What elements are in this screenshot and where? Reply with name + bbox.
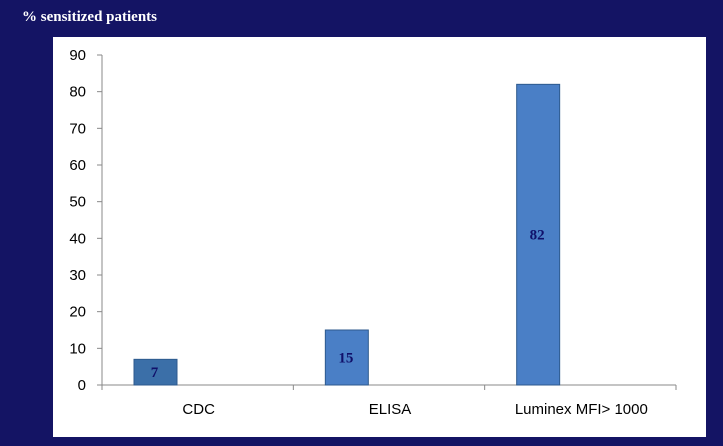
data-label: 82 [530, 228, 545, 244]
y-tick-label: 70 [69, 120, 86, 137]
x-category-label: Luminex MFI> 1000 [515, 401, 648, 418]
y-tick-label: 80 [69, 84, 86, 101]
y-tick-label: 0 [78, 377, 86, 394]
y-tick-label: 50 [69, 194, 86, 211]
bar-elisa [324, 329, 369, 386]
y-tick-label: 10 [69, 340, 86, 357]
x-category-label: CDC [182, 401, 215, 418]
y-tick-label: 30 [69, 267, 86, 284]
y-tick-label: 90 [69, 47, 86, 64]
y-tick-label: 20 [69, 304, 86, 321]
bar-luminex-mfi-1000 [516, 83, 561, 386]
y-tick-label: 60 [69, 157, 86, 174]
bar-cdc [133, 358, 178, 386]
data-label: 15 [338, 351, 353, 367]
chart-title: % sensitized patients [22, 9, 157, 25]
data-label: 7 [151, 365, 159, 381]
y-tick-label: 40 [69, 230, 86, 247]
x-category-label: ELISA [369, 401, 412, 418]
